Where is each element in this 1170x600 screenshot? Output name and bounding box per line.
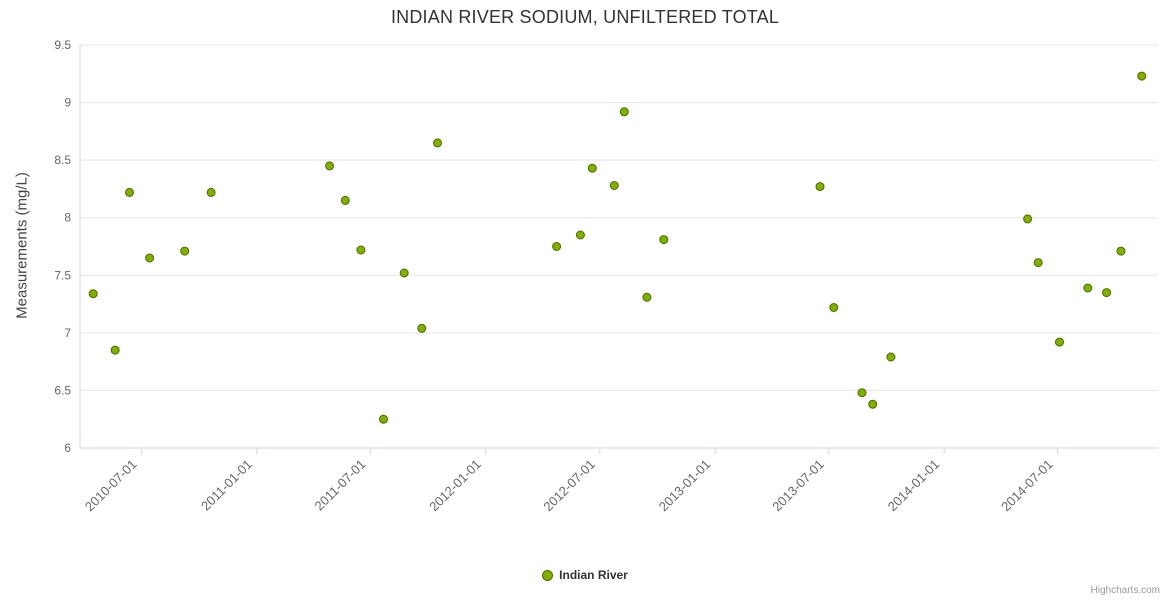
data-point[interactable] [206,187,216,197]
y-axis-tick-label: 7 [64,326,71,340]
x-axis-tick-label: 2011-01-01 [198,457,255,514]
data-point[interactable] [815,182,825,192]
data-point[interactable] [356,245,366,255]
x-axis-tick-label: 2013-07-01 [769,457,827,515]
data-point[interactable] [642,292,652,302]
data-point[interactable] [1023,214,1033,224]
data-point[interactable] [1083,283,1093,293]
data-point[interactable] [180,246,190,256]
data-point[interactable] [325,161,335,171]
data-point[interactable] [110,345,120,355]
y-axis-tick-label: 8.5 [54,153,71,167]
x-axis-tick-label: 2014-07-01 [998,457,1056,515]
data-point[interactable] [417,323,427,333]
x-axis-tick-label: 2014-01-01 [885,457,943,515]
x-axis-tick-label: 2010-07-01 [82,457,140,515]
y-axis-tick-label: 7.5 [54,268,71,282]
data-point[interactable] [659,235,669,245]
data-point[interactable] [1116,246,1126,256]
data-point[interactable] [886,352,896,362]
y-axis-tick-label: 9 [64,96,71,110]
y-axis-tick-label: 9.5 [54,38,71,52]
highcharts-credits-link[interactable]: Highcharts.com [1090,585,1160,596]
legend-marker-icon [542,569,554,581]
y-axis-tick-label: 6 [64,441,71,455]
data-point[interactable] [399,268,409,278]
data-point[interactable] [379,414,388,424]
legend-label: Indian River [559,568,628,582]
x-axis-tick-label: 2012-01-01 [426,457,484,515]
data-point[interactable] [1055,337,1064,347]
data-point[interactable] [1033,258,1043,268]
chart-title: INDIAN RIVER SODIUM, UNFILTERED TOTAL [390,7,780,27]
y-axis-tick-label: 6.5 [54,383,71,397]
data-point[interactable] [145,253,155,263]
data-point[interactable] [340,195,350,205]
x-axis-tick-label: 2011-07-01 [312,457,369,514]
data-point[interactable] [433,138,442,148]
data-point[interactable] [868,399,878,409]
data-point[interactable] [88,289,98,299]
data-point[interactable] [829,303,839,312]
data-point[interactable] [587,163,597,173]
legend-item-indian-river[interactable]: Indian River [0,568,1170,582]
data-point[interactable] [1137,71,1147,81]
data-point[interactable] [1102,288,1112,298]
data-point[interactable] [125,187,134,197]
data-point[interactable] [609,181,619,190]
y-axis-tick-label: 8 [64,211,71,225]
x-axis-tick-label: 2013-01-01 [656,457,714,515]
data-point[interactable] [575,230,585,240]
data-point[interactable] [619,107,629,117]
x-axis-tick-label: 2012-07-01 [540,457,598,515]
data-point[interactable] [857,388,867,398]
data-point[interactable] [552,242,562,251]
